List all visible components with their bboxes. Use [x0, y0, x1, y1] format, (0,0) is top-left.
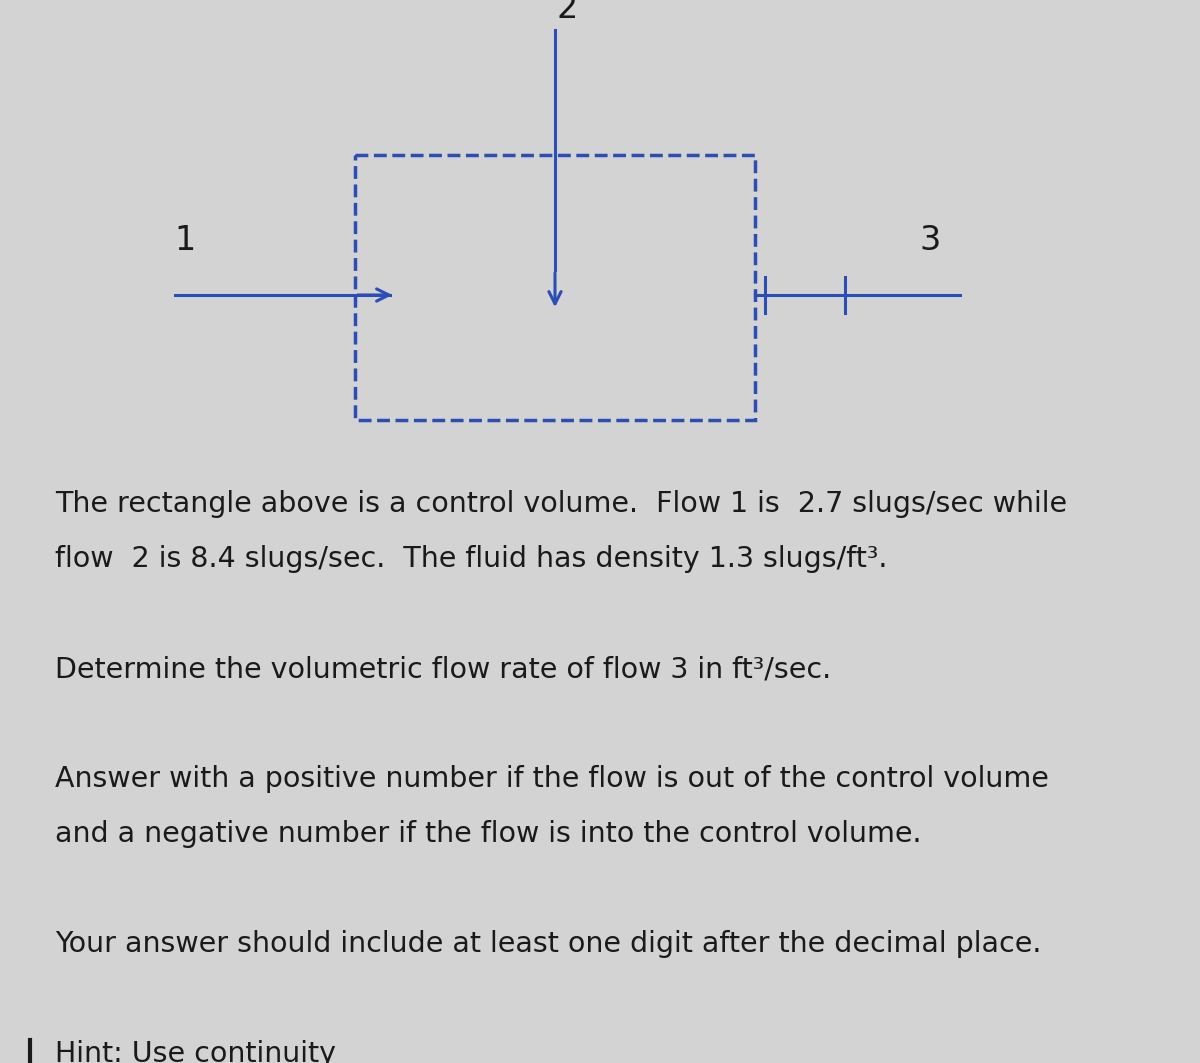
Text: Answer with a positive number if the flow is out of the control volume: Answer with a positive number if the flo…: [55, 765, 1049, 793]
Text: 3: 3: [919, 223, 941, 256]
Text: Hint: Use continuity: Hint: Use continuity: [55, 1040, 336, 1063]
Text: 2: 2: [557, 0, 577, 26]
Text: flow  2 is 8.4 slugs/sec.  The fluid has density 1.3 slugs/ft³.: flow 2 is 8.4 slugs/sec. The fluid has d…: [55, 545, 888, 573]
Text: 1: 1: [174, 223, 196, 256]
Text: Determine the volumetric flow rate of flow 3 in ft³/sec.: Determine the volumetric flow rate of fl…: [55, 655, 832, 684]
Text: and a negative number if the flow is into the control volume.: and a negative number if the flow is int…: [55, 820, 922, 848]
Text: The rectangle above is a control volume.  Flow 1 is  2.7 slugs/sec while: The rectangle above is a control volume.…: [55, 490, 1067, 518]
Text: Your answer should include at least one digit after the decimal place.: Your answer should include at least one …: [55, 930, 1042, 958]
Bar: [355, 155, 755, 420]
